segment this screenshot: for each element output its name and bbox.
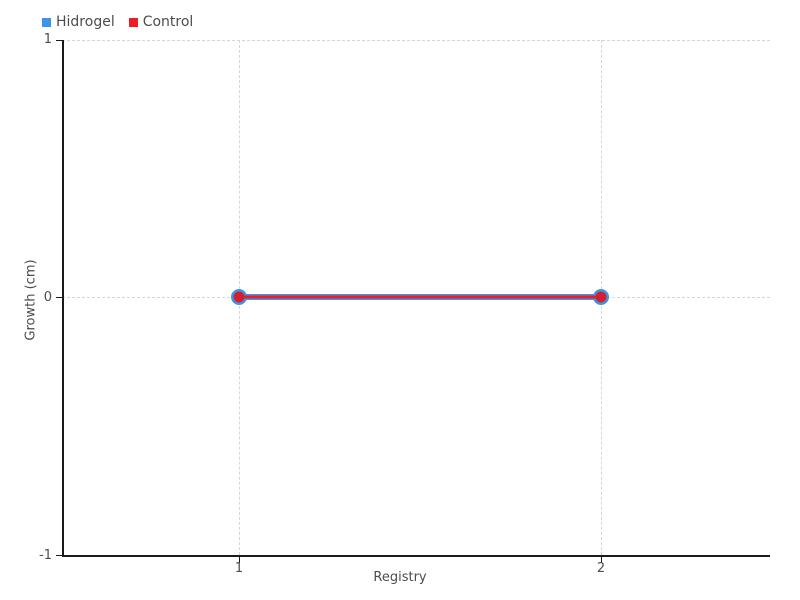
x-axis-ticklabel: 2: [596, 561, 606, 576]
plot-area: [62, 40, 770, 556]
y-axis-tick: [56, 40, 62, 41]
y-axis-spine: [62, 40, 64, 556]
x-axis-title: Registry: [373, 570, 427, 585]
y-axis-title-wrap: Growth (cm): [22, 0, 42, 600]
gridline-horizontal-1: [62, 40, 770, 41]
legend-swatch-icon: [128, 17, 138, 27]
y-tick-label-wrap: 1: [0, 33, 52, 46]
x-axis-ticklabel: 1: [234, 561, 244, 576]
legend-label: Control: [142, 14, 194, 30]
y-axis-title: Growth (cm): [24, 259, 39, 341]
y-axis-ticklabel: -1: [39, 548, 52, 563]
legend-item-hidrogel[interactable]: Hidrogel: [42, 15, 115, 29]
y-axis-ticklabel: 0: [43, 290, 52, 305]
x-axis-spine: [62, 555, 770, 557]
legend-item-control[interactable]: Control: [128, 14, 194, 30]
series-plot: [231, 289, 609, 305]
series-control: [233, 291, 607, 303]
y-tick-label-wrap: -1: [0, 549, 52, 562]
x-axis-tick: [239, 556, 240, 563]
legend-label: Hidrogel: [56, 14, 115, 30]
legend-swatch-icon: [42, 17, 51, 27]
y-tick-label-wrap: 0: [0, 291, 52, 304]
x-axis-tick: [601, 556, 602, 563]
y-axis-tick: [56, 555, 62, 556]
y-axis-tick: [56, 297, 62, 298]
chart-legend: Hidrogel Control: [42, 12, 193, 32]
y-axis-ticklabel: 1: [43, 32, 52, 47]
